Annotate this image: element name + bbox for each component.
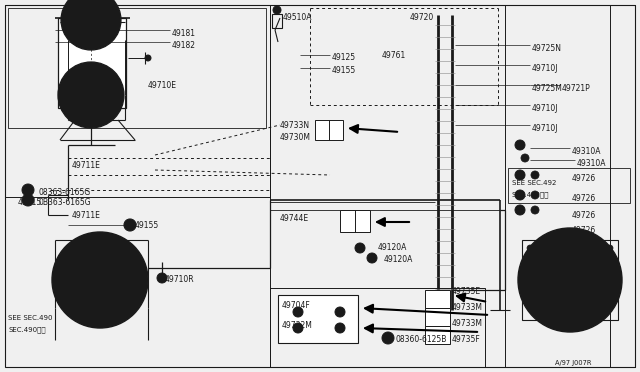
Text: 49733M: 49733M: [452, 320, 483, 328]
Text: 49155: 49155: [135, 221, 159, 230]
Text: 08363-6165G: 08363-6165G: [38, 187, 90, 196]
Text: S: S: [26, 198, 30, 202]
Text: 49733M: 49733M: [452, 304, 483, 312]
Circle shape: [293, 307, 303, 317]
Bar: [315, 120, 343, 140]
Text: 49710E: 49710E: [148, 80, 177, 90]
Circle shape: [560, 270, 580, 290]
Text: 49704F: 49704F: [282, 301, 311, 310]
Bar: [425, 326, 450, 344]
Circle shape: [58, 62, 124, 128]
Circle shape: [547, 245, 553, 251]
Circle shape: [22, 194, 34, 206]
Text: 49761: 49761: [382, 51, 406, 60]
Text: 49310A: 49310A: [577, 158, 607, 167]
Circle shape: [527, 245, 533, 251]
Text: 49310A: 49310A: [572, 147, 602, 155]
Text: 49125: 49125: [332, 52, 356, 61]
Bar: [272, 14, 282, 28]
Text: 49725N: 49725N: [532, 44, 562, 52]
Circle shape: [515, 170, 525, 180]
Bar: [278, 295, 358, 343]
Circle shape: [145, 55, 151, 61]
Circle shape: [540, 250, 600, 310]
Text: 49726: 49726: [572, 173, 596, 183]
Circle shape: [515, 205, 525, 215]
Text: SEC.490参照: SEC.490参照: [8, 327, 45, 333]
Bar: [8, 8, 266, 128]
Text: 49182: 49182: [172, 41, 196, 49]
Circle shape: [335, 307, 345, 317]
Circle shape: [61, 0, 121, 50]
Text: SEE SEC.492: SEE SEC.492: [512, 180, 556, 186]
Bar: [505, 5, 635, 367]
Text: 49726: 49726: [572, 211, 596, 219]
Text: 49510A: 49510A: [283, 13, 312, 22]
Text: 49710J: 49710J: [532, 103, 559, 112]
Text: 49710J: 49710J: [532, 124, 559, 132]
Text: 08360-6125B: 08360-6125B: [396, 336, 447, 344]
Circle shape: [531, 206, 539, 214]
Circle shape: [515, 190, 525, 200]
Text: 49725M: 49725M: [532, 83, 563, 93]
Text: 49733N: 49733N: [280, 121, 310, 129]
Bar: [508, 168, 630, 203]
Text: 49711E: 49711E: [72, 211, 101, 219]
Text: 49120A: 49120A: [378, 244, 408, 253]
Circle shape: [22, 184, 34, 196]
Bar: [270, 288, 485, 367]
Bar: [5, 5, 270, 197]
Text: 49715: 49715: [18, 198, 42, 206]
Circle shape: [273, 6, 281, 14]
Circle shape: [607, 245, 613, 251]
Text: A/97 J007R: A/97 J007R: [555, 360, 591, 366]
Text: 49181: 49181: [172, 29, 196, 38]
Circle shape: [92, 272, 108, 288]
Circle shape: [355, 243, 365, 253]
Circle shape: [367, 253, 377, 263]
Circle shape: [52, 232, 148, 328]
Text: 49730M: 49730M: [280, 132, 311, 141]
Text: 49710R: 49710R: [165, 276, 195, 285]
Circle shape: [515, 140, 525, 150]
Circle shape: [382, 332, 394, 344]
Circle shape: [587, 245, 593, 251]
Circle shape: [293, 323, 303, 333]
Text: 49720: 49720: [410, 13, 435, 22]
Text: SEC.492参照: SEC.492参照: [512, 192, 550, 198]
Circle shape: [518, 228, 622, 332]
Bar: [522, 240, 618, 320]
Text: 49732M: 49732M: [282, 321, 313, 330]
Circle shape: [521, 154, 529, 162]
Text: 49710J: 49710J: [532, 64, 559, 73]
Bar: [425, 290, 450, 308]
Circle shape: [335, 323, 345, 333]
Circle shape: [531, 191, 539, 199]
Text: SEE SEC.490: SEE SEC.490: [8, 315, 52, 321]
Text: 49726: 49726: [572, 193, 596, 202]
Circle shape: [567, 245, 573, 251]
Bar: [340, 210, 370, 232]
Text: 49744E: 49744E: [280, 214, 309, 222]
Text: 49120A: 49120A: [384, 256, 413, 264]
Text: 0B363-6165G: 0B363-6165G: [38, 198, 91, 206]
Circle shape: [124, 219, 136, 231]
Text: 49735E: 49735E: [452, 288, 481, 296]
Circle shape: [72, 252, 128, 308]
Bar: [270, 5, 610, 367]
Text: S: S: [386, 336, 390, 340]
Text: S: S: [26, 187, 30, 192]
Text: 49735F: 49735F: [452, 336, 481, 344]
Bar: [425, 308, 450, 326]
Text: 49711E: 49711E: [72, 160, 101, 170]
Circle shape: [531, 171, 539, 179]
Text: 49726: 49726: [572, 225, 596, 234]
Bar: [58, 18, 126, 108]
Circle shape: [157, 273, 167, 283]
Text: 49721P: 49721P: [562, 83, 591, 93]
Text: 49155: 49155: [332, 65, 356, 74]
